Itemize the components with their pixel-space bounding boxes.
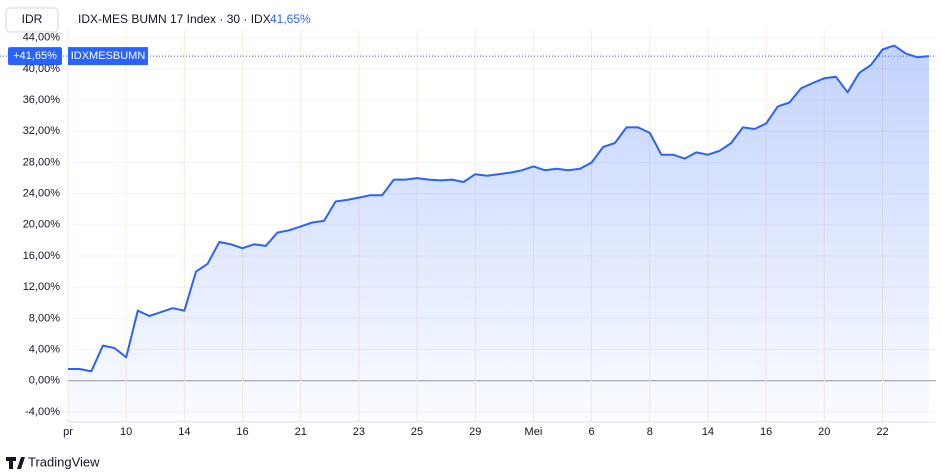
- y-tick-label: 4,00%: [29, 343, 60, 355]
- y-tick-label: 24,00%: [23, 188, 61, 200]
- y-tick-label: 40,00%: [23, 63, 61, 75]
- plot: +41,65% IDXMESBUMN: [0, 44, 936, 422]
- y-tick-label: 28,00%: [23, 156, 61, 168]
- symbol-label: IDXMESBUMN: [71, 50, 146, 62]
- x-tick-label: 16: [236, 426, 248, 438]
- x-tick-label: 14: [702, 426, 714, 438]
- x-tick-label: 20: [818, 426, 830, 438]
- labels: -4,00% 0,00% 4,00% 8,00% 12,00% 16,00% 20,00% 2…: [23, 32, 889, 438]
- x-tick-label: 6: [589, 426, 595, 438]
- line: [68, 44, 930, 373]
- y-tick-label: 44,00%: [23, 32, 61, 44]
- symbol-badge: [68, 47, 148, 66]
- x-tick-label: pr: [63, 426, 73, 438]
- x-tick-label: 25: [411, 426, 423, 438]
- y-tick-label: -4,00%: [25, 406, 60, 418]
- brand-logo: [6, 457, 25, 469]
- x-tick-label: 29: [469, 426, 481, 438]
- x-tick-label: 10: [120, 426, 132, 438]
- y-tick-label: 20,00%: [23, 219, 61, 231]
- price-label: +41,65%: [13, 50, 57, 62]
- y-tick-label: 16,00%: [23, 250, 61, 262]
- y-tick-label: 36,00%: [23, 94, 61, 106]
- x-tick-label: 16: [760, 426, 772, 438]
- chart-title: IDX-MES BUMN 17 Index · 30 · IDX: [78, 12, 271, 26]
- y-tick-label: 32,00%: [23, 125, 61, 137]
- x-tick-label: 22: [876, 426, 888, 438]
- y-tick-label: 0,00%: [29, 375, 60, 387]
- x-tick-label: 8: [647, 426, 653, 438]
- currency-box[interactable]: [5, 7, 59, 33]
- price-badge: [8, 47, 62, 66]
- brand: TradingView: [6, 454, 100, 469]
- y-tick-label: 8,00%: [29, 312, 60, 324]
- x-tick-label: 23: [353, 426, 365, 438]
- brand-name: TradingView: [28, 454, 100, 469]
- y-tick-label: 12,00%: [23, 281, 61, 293]
- x-tick-label: Mei: [525, 426, 543, 438]
- area: [68, 45, 929, 422]
- legend-value: 41,65%: [270, 12, 311, 26]
- currency: IDR: [22, 12, 43, 26]
- x-tick-label: 21: [295, 426, 307, 438]
- x-tick-label: 14: [178, 426, 190, 438]
